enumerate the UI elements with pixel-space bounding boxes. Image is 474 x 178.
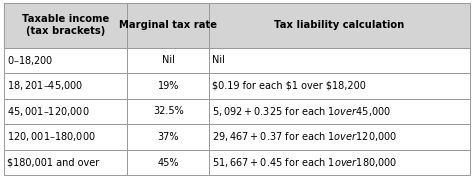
Text: $18,201 – $45,000: $18,201 – $45,000 [7, 79, 83, 92]
Text: $5,092 + $0.325 for each $1 over $45,000: $5,092 + $0.325 for each $1 over $45,000 [212, 105, 391, 118]
Bar [4, 99, 128, 124]
Bar [4, 73, 128, 99]
Text: Taxable income
(tax brackets): Taxable income (tax brackets) [22, 14, 109, 36]
Text: Marginal tax rate: Marginal tax rate [119, 20, 217, 30]
Text: Tax liability calculation: Tax liability calculation [274, 20, 405, 30]
Bar [209, 48, 470, 73]
Text: $51,667 + $0.45 for each $1 over $180,000: $51,667 + $0.45 for each $1 over $180,00… [212, 156, 397, 169]
Bar [128, 124, 209, 150]
Text: $0 – $18,200: $0 – $18,200 [7, 54, 53, 67]
Bar [128, 48, 209, 73]
Text: 37%: 37% [157, 132, 179, 142]
Bar [128, 150, 209, 175]
Bar [128, 99, 209, 124]
Bar [209, 73, 470, 99]
Bar [4, 124, 128, 150]
Bar [4, 3, 128, 48]
Bar [128, 3, 209, 48]
Text: Nil: Nil [212, 55, 225, 65]
Text: 45%: 45% [157, 158, 179, 167]
Bar [209, 150, 470, 175]
Bar [209, 3, 470, 48]
Text: $120,001 – $180,000: $120,001 – $180,000 [7, 130, 95, 143]
Text: $180,001 and over: $180,001 and over [7, 158, 99, 167]
Bar [128, 73, 209, 99]
Bar [4, 150, 128, 175]
Bar [209, 99, 470, 124]
Text: Nil: Nil [162, 55, 174, 65]
Bar [4, 48, 128, 73]
Text: $29,467 + $0.37 for each $1 over $120,000: $29,467 + $0.37 for each $1 over $120,00… [212, 130, 397, 143]
Text: 19%: 19% [157, 81, 179, 91]
Text: $0.19 for each $1 over $18,200: $0.19 for each $1 over $18,200 [212, 81, 366, 91]
Text: $45,001 – $120,000: $45,001 – $120,000 [7, 105, 89, 118]
Text: 32.5%: 32.5% [153, 106, 183, 116]
Bar [209, 124, 470, 150]
